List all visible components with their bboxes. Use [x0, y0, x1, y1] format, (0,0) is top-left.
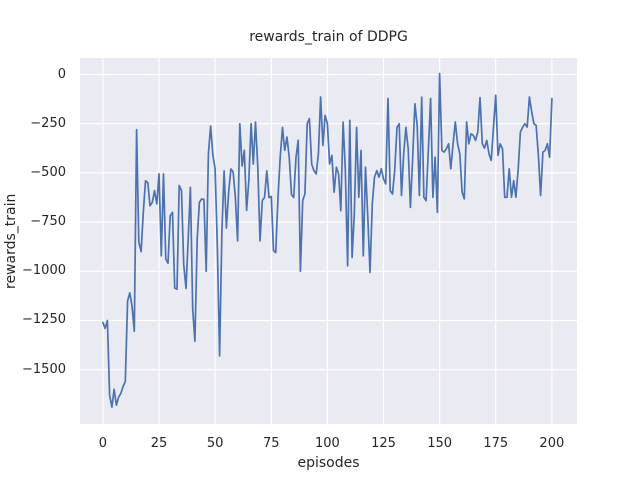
x-tick-label: 150 [427, 436, 453, 451]
y-tick-label: −250 [30, 115, 66, 131]
x-tick-label: 100 [314, 436, 340, 451]
y-tick-label: −1250 [22, 312, 66, 328]
x-tick-label: 50 [206, 436, 224, 451]
x-tick-label: 125 [371, 436, 396, 451]
x-axis-label: episodes [297, 455, 360, 471]
y-tick-label: −500 [30, 164, 66, 180]
x-tick-label: 0 [98, 436, 108, 451]
x-tick-label: 25 [150, 436, 168, 451]
y-tick-label: −1500 [22, 361, 66, 377]
plot-area [80, 58, 577, 424]
x-tick-label: 175 [483, 436, 509, 451]
x-tick-label: 75 [262, 436, 280, 451]
chart-title: rewards_train of DDPG [249, 29, 408, 45]
y-tick-label: 0 [57, 66, 66, 82]
line-chart-canvas [80, 58, 577, 424]
y-tick-label: −750 [30, 214, 66, 230]
y-tick-label: −1000 [22, 263, 66, 279]
x-tick-label: 200 [539, 436, 565, 451]
rewards-train-line [102, 72, 553, 408]
